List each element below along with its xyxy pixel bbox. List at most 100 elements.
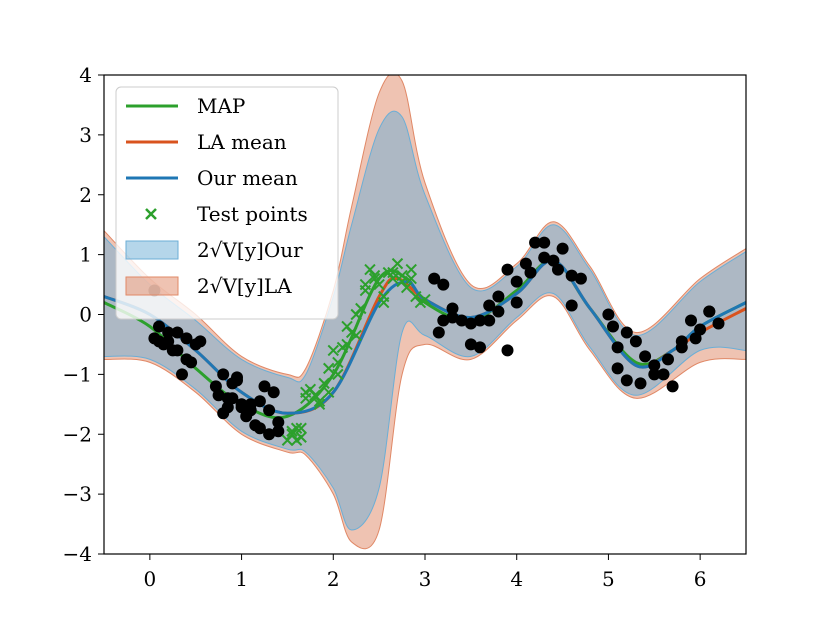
legend: MAP LA mean Our mean Test points 2√V[y]Our 2√… <box>115 86 339 320</box>
test-point <box>341 338 353 351</box>
test-point <box>313 398 326 411</box>
train-point <box>556 242 569 255</box>
train-point <box>501 344 514 357</box>
test-point-x <box>391 257 404 270</box>
train-point <box>538 251 551 264</box>
y-tick-label: −4 <box>63 542 92 566</box>
train-point <box>258 380 271 393</box>
y-tick-label: −2 <box>63 422 92 446</box>
train-point <box>634 377 647 390</box>
train-point <box>639 350 652 363</box>
train-point <box>231 371 243 384</box>
train-point <box>162 335 175 348</box>
test-point <box>391 257 404 270</box>
train-point <box>602 308 615 321</box>
test-point-x <box>322 386 335 399</box>
train-point <box>565 299 578 312</box>
x-tick-label: 5 <box>602 567 615 591</box>
test-point <box>295 422 307 434</box>
train-point <box>272 416 285 429</box>
train-point <box>510 275 523 288</box>
x-tick-label: 6 <box>694 567 707 591</box>
test-point-x <box>419 293 431 306</box>
test-point-x <box>313 395 326 408</box>
train-point <box>712 317 725 330</box>
test-point <box>332 356 344 369</box>
legend-entry: MAP <box>126 94 245 118</box>
train-point <box>428 272 441 285</box>
test-point <box>313 395 326 408</box>
train-point <box>629 335 642 348</box>
test-point <box>332 368 344 381</box>
train-point <box>689 332 702 345</box>
test-point-x <box>332 368 344 381</box>
test-point <box>419 293 431 306</box>
legend-swatch-band <box>125 240 179 260</box>
train-point <box>501 263 514 276</box>
test-point <box>405 272 417 285</box>
test-point <box>290 434 303 446</box>
legend-label: 2√V[y]Our <box>197 238 303 262</box>
x-tick-label: 4 <box>510 567 523 591</box>
legend-label: Test points <box>197 202 308 226</box>
train-point <box>217 368 230 381</box>
test-point-x <box>400 281 413 294</box>
test-point <box>355 302 367 315</box>
train-point <box>180 353 193 366</box>
test-point <box>387 266 399 279</box>
legend-entry: 2√V[y]Our <box>125 238 303 262</box>
train-point <box>263 404 276 417</box>
train-point <box>437 278 450 291</box>
test-point-x <box>313 398 326 411</box>
test-point <box>396 269 408 282</box>
x-tick-label: 0 <box>143 567 156 591</box>
train-point <box>483 314 496 327</box>
test-point <box>327 344 339 357</box>
test-point <box>368 269 381 282</box>
test-point-x <box>286 425 298 437</box>
train-point <box>194 335 207 348</box>
train-point <box>446 311 459 324</box>
train-point <box>483 299 496 312</box>
test-point-x <box>332 356 344 369</box>
train-point <box>685 314 697 327</box>
y-tick-label: 0 <box>79 303 92 327</box>
test-point-x <box>368 269 381 282</box>
test-point <box>359 284 372 297</box>
train-point <box>253 422 266 435</box>
test-point <box>400 281 413 294</box>
train-point <box>171 344 184 357</box>
legend-label: 2√V[y]LA <box>197 274 292 298</box>
train-point <box>492 305 505 318</box>
train-point <box>226 392 239 405</box>
train-point <box>519 257 532 270</box>
test-point-x <box>396 269 408 282</box>
test-point-x <box>295 422 307 434</box>
train-point <box>171 326 184 339</box>
train-point <box>153 320 165 333</box>
test-point <box>322 386 335 399</box>
y-tick-label: 2 <box>79 183 92 207</box>
train-point <box>180 332 193 345</box>
test-point <box>286 425 298 437</box>
x-tick-label: 1 <box>235 567 248 591</box>
legend-entry: Test points <box>145 202 308 226</box>
y-tick-label: −3 <box>63 482 92 506</box>
train-point <box>694 323 707 336</box>
y-tick-label: 3 <box>79 123 92 147</box>
train-point <box>153 335 165 348</box>
test-point-x <box>322 362 335 375</box>
train-point <box>666 380 679 393</box>
train-point <box>437 314 450 327</box>
train-point <box>607 320 619 333</box>
legend-label: Our mean <box>197 166 298 190</box>
legend-label: LA mean <box>197 130 287 154</box>
train-point <box>162 326 175 339</box>
train-point <box>455 314 468 327</box>
train-point <box>176 368 188 381</box>
train-point <box>611 341 624 354</box>
test-point-x <box>318 377 330 390</box>
test-point-x <box>300 392 312 405</box>
train-point <box>235 398 248 411</box>
